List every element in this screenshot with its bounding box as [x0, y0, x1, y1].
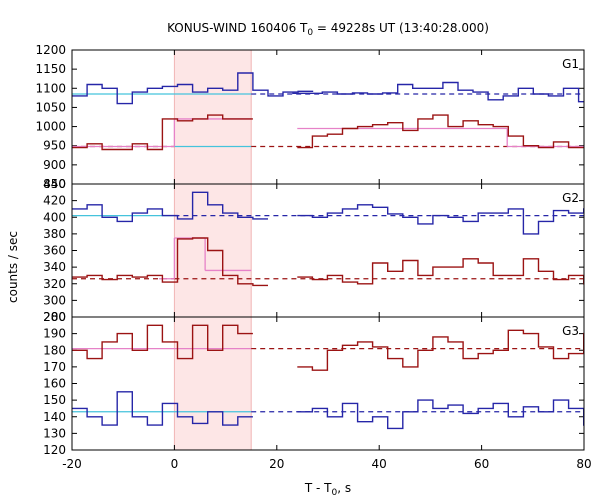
chart-title-sub: 0	[307, 28, 313, 38]
x-axis-label-sub: 0	[332, 488, 338, 498]
y-tick-label: 420	[43, 194, 66, 208]
x-tick-label: -20	[62, 457, 82, 471]
plot-area: 85090095010001050110011501200G1280300320…	[35, 43, 591, 471]
y-tick-label: 120	[43, 443, 66, 457]
series-step-line	[72, 324, 253, 360]
chart-title-prefix: KONUS-WIND 160406 T	[167, 21, 308, 35]
panel-frame	[71, 316, 585, 451]
y-tick-label: 900	[43, 158, 66, 172]
y-tick-label: 170	[43, 360, 66, 374]
x-axis-label-suffix: , s	[337, 481, 351, 495]
panel-frame	[71, 49, 585, 185]
y-tick-label: 1200	[35, 43, 66, 57]
y-tick-label: 850	[43, 177, 66, 191]
y-tick-label: 190	[43, 327, 66, 341]
panel-frame	[71, 183, 585, 318]
series-step-line	[297, 399, 585, 430]
chart-title-suffix: = 49228s UT (13:40:28.000)	[313, 21, 489, 35]
series-step-line	[297, 204, 585, 235]
y-tick-label: 130	[43, 426, 66, 440]
panel-g3: 120 130 140 150 160 170 180 190 200 G3	[43, 310, 585, 457]
series-step-line	[297, 258, 585, 285]
y-tick-label: 140	[43, 410, 66, 424]
y-tick-label: 360	[43, 244, 66, 258]
y-tick-label: 440	[43, 177, 66, 191]
x-tick-label: 80	[576, 457, 591, 471]
panel-label: G3	[562, 324, 579, 338]
series-step-line	[72, 114, 253, 151]
chart-title: KONUS-WIND 160406 T0 = 49228s UT (13:40:…	[167, 21, 489, 38]
y-tick-label: 160	[43, 377, 66, 391]
series-step-line	[297, 329, 585, 371]
panel-g1: 850 900 950 1000 1050 1100 1150 1200 G1	[35, 43, 585, 191]
y-tick-label: 1050	[35, 100, 66, 114]
x-tick-label: 40	[372, 457, 387, 471]
panel-g2: 280 300 320 340 360 380 400 420 440 G2	[43, 177, 585, 324]
y-tick-label: 950	[43, 139, 66, 153]
y-tick-label: 1150	[35, 62, 66, 76]
x-axis-label-prefix: T - T	[304, 481, 332, 495]
x-tick-label: 0	[171, 457, 179, 471]
series-step-line	[297, 114, 584, 149]
y-tick-label: 150	[43, 393, 66, 407]
y-tick-label: 300	[43, 293, 66, 307]
y-tick-label: 320	[43, 277, 66, 291]
y-tick-label: 180	[43, 343, 66, 357]
x-tick-label: 20	[269, 457, 284, 471]
y-tick-label: 380	[43, 227, 66, 241]
y-tick-label: 200	[43, 310, 66, 324]
y-tick-label: 400	[43, 210, 66, 224]
panel-label: G1	[562, 57, 579, 71]
panel-label: G2	[562, 191, 579, 205]
series-step-line	[292, 81, 584, 103]
y-tick-label: 340	[43, 260, 66, 274]
series-step-line	[72, 391, 253, 426]
x-tick-label: 60	[474, 457, 489, 471]
y-axis-label: counts / sec	[6, 231, 20, 303]
series-step-line	[72, 237, 268, 287]
x-axis-label: T - T0, s	[304, 481, 351, 498]
y-tick-label: 1000	[35, 120, 66, 134]
series-step-line	[72, 191, 268, 223]
series-step-line	[72, 72, 314, 105]
y-tick-label: 1100	[35, 81, 66, 95]
y-tick-label: 280	[43, 310, 66, 324]
